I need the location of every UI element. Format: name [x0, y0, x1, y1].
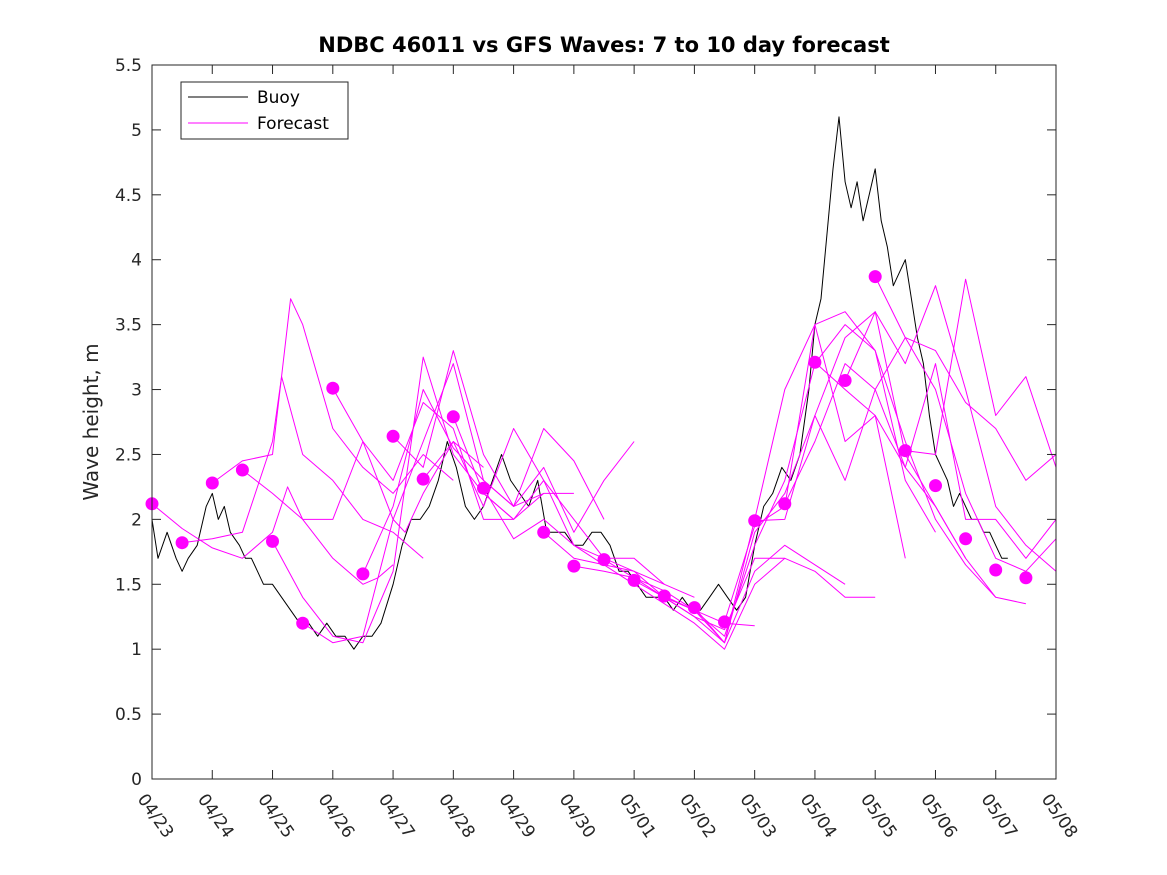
forecast-point: [718, 615, 731, 629]
legend: Buoy Forecast: [180, 81, 349, 140]
forecast-point: [1019, 571, 1033, 585]
forecast-series-line-11: [452, 416, 695, 598]
plot-frame: [151, 64, 1057, 780]
legend-box: [180, 81, 349, 140]
forecast-point: [687, 601, 701, 615]
forecast-series-line-14: [573, 544, 846, 644]
y-axis: 0 0.5 1 1.5 2 2.5 3 3.5 4 4.5 5 5.5: [115, 56, 1056, 790]
forecast-point: [597, 553, 611, 567]
forecast-series-line-3: [212, 298, 454, 494]
forecast-series-line-23: [844, 285, 1057, 572]
forecast-point: [959, 532, 973, 546]
forecast-point: [989, 563, 1003, 577]
forecast-point: [748, 514, 762, 528]
forecast-point: [356, 567, 370, 581]
y-tick-label: 2: [131, 510, 142, 530]
forecast-point: [416, 472, 430, 486]
forecast-point: [537, 525, 551, 539]
y-tick-label: 1.5: [115, 575, 142, 595]
forecast-series-line-24: [874, 276, 1057, 481]
forecast-series-line-8: [362, 389, 605, 575]
y-tick-label: 3: [131, 381, 142, 401]
forecast-point: [808, 355, 822, 369]
forecast-point: [266, 534, 279, 548]
forecast-point: [627, 573, 641, 587]
forecast-point: [326, 381, 340, 395]
forecast-point: [477, 481, 490, 495]
y-tick-label: 2.5: [115, 445, 142, 465]
forecast-series-line-16: [633, 324, 906, 644]
y-tick-label: 0.5: [115, 705, 142, 725]
legend-label-forecast: Forecast: [257, 114, 329, 134]
forecast-point: [567, 559, 581, 573]
plot-area: [152, 65, 1056, 779]
forecast-point: [296, 616, 310, 630]
forecast-series-line-17: [664, 324, 936, 637]
series-layer: [151, 116, 1057, 650]
y-tick-label: 5: [131, 121, 142, 141]
forecast-series-line-7: [332, 387, 574, 520]
forecast-point: [657, 589, 671, 603]
forecast-point: [235, 463, 249, 477]
forecast-point: [446, 410, 460, 424]
forecast-point: [778, 497, 792, 511]
y-tick-label: 0: [131, 770, 142, 790]
forecast-point: [898, 444, 912, 458]
legend-label-buoy: Buoy: [257, 88, 300, 108]
y-axis-label: Wave height, m: [79, 343, 103, 500]
forecast-series-line-9: [392, 350, 635, 533]
forecast-series-line-15: [603, 557, 876, 631]
y-tick-label: 4.5: [115, 186, 142, 206]
forecast-point: [929, 479, 942, 493]
forecast-series-line-22: [814, 361, 1057, 559]
forecast-series-line-12: [483, 487, 755, 627]
forecast-series-line-13: [543, 531, 786, 650]
forecast-series-line-1: [151, 486, 394, 585]
y-tick-label: 1: [131, 640, 142, 660]
forecast-series-line-5: [272, 356, 514, 644]
forecast-point: [868, 270, 882, 284]
forecast-point: [838, 374, 852, 387]
chart-title: NDBC 46011 vs GFS Waves: 7 to 10 day for…: [318, 33, 889, 57]
y-tick-label: 5.5: [115, 56, 142, 76]
forecast-series-line-19: [724, 311, 997, 623]
forecast-series-line-4: [242, 441, 484, 533]
forecast-series-line-2: [182, 376, 424, 559]
y-tick-label: 4: [131, 251, 142, 271]
y-tick-label: 3.5: [115, 316, 142, 336]
forecast-point: [386, 429, 400, 443]
forecast-point: [205, 476, 219, 490]
forecast-point: [175, 536, 189, 550]
forecast-series-line-25: [905, 278, 1057, 468]
forecast-series-line-20: [754, 389, 1027, 605]
forecast-series-line-21: [784, 337, 1057, 572]
marker-layer: [145, 270, 1033, 630]
